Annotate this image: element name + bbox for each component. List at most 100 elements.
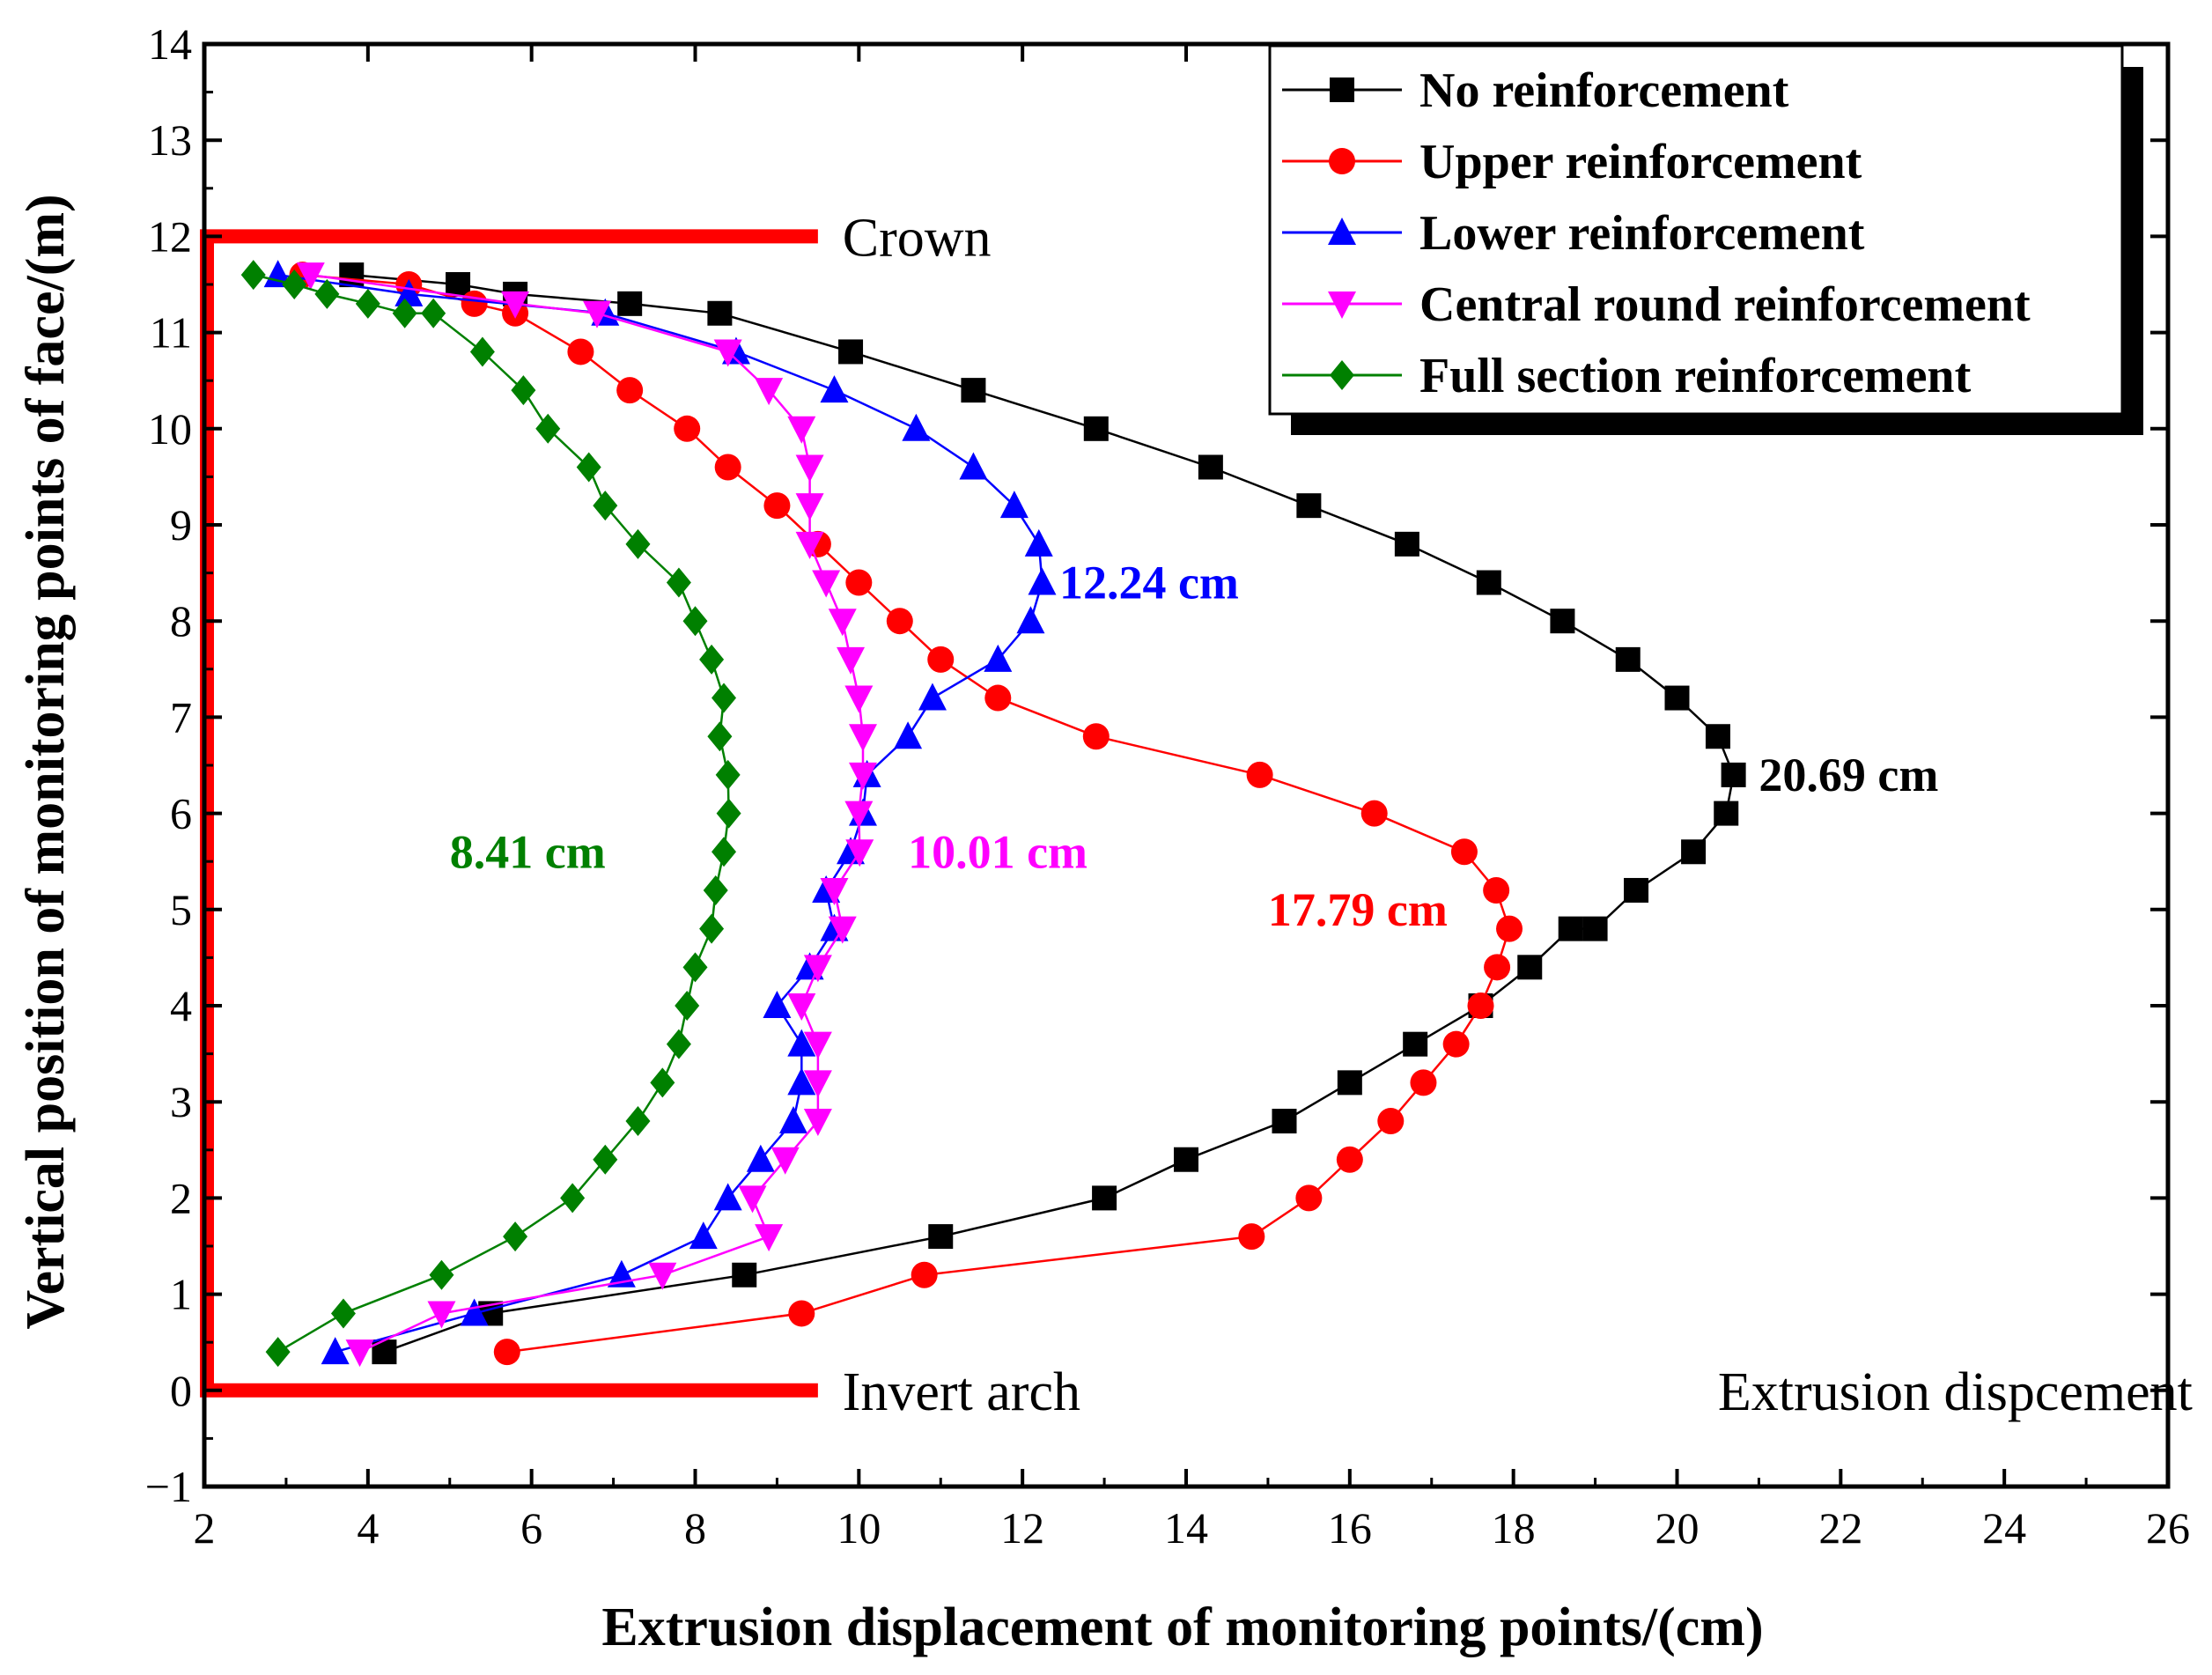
data-point-full-section-reinforcement	[703, 874, 728, 905]
data-point-full-section-reinforcement	[421, 298, 446, 328]
y-tick-label: 14	[148, 19, 192, 69]
data-point-full-section-reinforcement	[666, 567, 691, 598]
data-point-full-section-reinforcement	[712, 683, 737, 713]
data-point-full-section-reinforcement	[535, 413, 561, 444]
data-point-upper-reinforcement	[1450, 838, 1478, 866]
series-upper-reinforcement	[289, 262, 1523, 1366]
y-tick-label: 3	[170, 1077, 192, 1126]
data-point-central-round-reinforcement	[501, 291, 530, 319]
legend-item-lower-reinforcement: Lower reinforcement	[1282, 206, 1865, 261]
data-point-lower-reinforcement	[918, 683, 947, 711]
data-point-no-reinforcement	[732, 1262, 757, 1288]
legend-marker-full-section-reinforcement	[1330, 360, 1354, 390]
y-tick-label: 11	[150, 308, 192, 358]
data-point-no-reinforcement	[1394, 531, 1419, 557]
series-full-section-reinforcement	[240, 260, 741, 1368]
y-tick-label: 6	[170, 789, 192, 838]
data-point-full-section-reinforcement	[675, 991, 700, 1021]
data-point-upper-reinforcement	[911, 1261, 938, 1288]
data-point-full-section-reinforcement	[625, 1106, 651, 1137]
data-point-full-section-reinforcement	[282, 269, 307, 299]
y-tick-label: 5	[170, 885, 192, 934]
data-point-lower-reinforcement	[820, 375, 849, 403]
data-point-full-section-reinforcement	[625, 528, 651, 559]
x-tick-label: 20	[1655, 1503, 1700, 1553]
data-point-central-round-reinforcement	[812, 570, 841, 598]
data-point-central-round-reinforcement	[738, 1185, 767, 1214]
data-point-lower-reinforcement	[394, 278, 424, 306]
data-point-lower-reinforcement	[1028, 567, 1057, 595]
data-point-upper-reinforcement	[1496, 915, 1523, 942]
data-point-upper-reinforcement	[1410, 1069, 1437, 1096]
data-point-lower-reinforcement	[763, 991, 792, 1018]
data-point-no-reinforcement	[1517, 955, 1543, 980]
data-point-central-round-reinforcement	[771, 1147, 800, 1175]
legend-marker-upper-reinforcement	[1329, 148, 1355, 174]
data-point-central-round-reinforcement	[845, 839, 874, 867]
x-tick-label: 22	[1818, 1503, 1862, 1553]
data-point-no-reinforcement	[1476, 570, 1501, 595]
y-tick-label: 12	[148, 211, 192, 261]
data-point-no-reinforcement	[446, 272, 471, 297]
data-point-lower-reinforcement	[1024, 528, 1053, 557]
data-point-central-round-reinforcement	[795, 531, 824, 559]
data-point-full-section-reinforcement	[429, 1259, 454, 1290]
data-point-upper-reinforcement	[763, 492, 791, 520]
data-point-central-round-reinforcement	[713, 339, 742, 367]
data-point-upper-reinforcement	[845, 569, 873, 596]
x-tick-label: 2	[194, 1503, 216, 1553]
data-point-full-section-reinforcement	[699, 644, 725, 675]
x-tick-label: 24	[1982, 1503, 2026, 1553]
data-point-full-section-reinforcement	[593, 491, 618, 521]
data-point-full-section-reinforcement	[314, 278, 340, 309]
data-point-no-reinforcement	[1174, 1147, 1198, 1172]
data-point-full-section-reinforcement	[699, 913, 725, 944]
data-point-no-reinforcement	[1092, 1185, 1117, 1211]
legend-label-full-section-reinforcement: Full section reinforcement	[1419, 349, 1972, 403]
data-point-no-reinforcement	[339, 262, 365, 288]
x-tick-label: 14	[1164, 1503, 1208, 1553]
data-point-central-round-reinforcement	[795, 454, 824, 483]
data-point-no-reinforcement	[1705, 724, 1730, 749]
data-point-full-section-reinforcement	[576, 452, 601, 483]
data-point-upper-reinforcement	[493, 1339, 520, 1366]
data-point-no-reinforcement	[1337, 1070, 1362, 1096]
data-point-central-round-reinforcement	[583, 300, 611, 328]
legend-marker-no-reinforcement	[1330, 77, 1354, 102]
data-point-central-round-reinforcement	[848, 762, 877, 790]
value-annotation: 20.69 cm	[1759, 749, 1938, 801]
data-point-full-section-reinforcement	[392, 298, 417, 328]
data-point-no-reinforcement	[1664, 685, 1690, 711]
data-point-full-section-reinforcement	[650, 1067, 675, 1098]
data-point-upper-reinforcement	[674, 415, 701, 442]
legend-label-central-round-reinforcement: Central round reinforcement	[1419, 277, 2031, 332]
data-point-no-reinforcement	[961, 378, 986, 403]
data-point-upper-reinforcement	[886, 608, 913, 635]
y-tick-label: 0	[170, 1366, 192, 1415]
data-point-no-reinforcement	[1083, 416, 1109, 441]
data-point-upper-reinforcement	[1082, 723, 1110, 750]
data-point-upper-reinforcement	[1360, 800, 1388, 827]
x-tick-label: 12	[1000, 1503, 1044, 1553]
data-point-no-reinforcement	[1296, 493, 1322, 519]
data-point-full-section-reinforcement	[560, 1183, 586, 1214]
data-point-no-reinforcement	[1615, 646, 1641, 672]
y-axis-title: Vertical position of monitoring points o…	[16, 194, 76, 1329]
legend-item-full-section-reinforcement: Full section reinforcement	[1282, 349, 1972, 403]
data-point-central-round-reinforcement	[296, 262, 325, 291]
data-point-central-round-reinforcement	[803, 955, 832, 983]
x-tick-label: 26	[2146, 1503, 2190, 1553]
data-point-full-section-reinforcement	[469, 336, 495, 367]
region-label-extrusion-dispcement: Extrusion dispcement	[1718, 1362, 2193, 1422]
y-tick-label: 13	[148, 115, 192, 165]
data-point-lower-reinforcement	[713, 1183, 742, 1211]
data-point-no-reinforcement	[1681, 839, 1707, 865]
data-point-lower-reinforcement	[689, 1221, 718, 1250]
data-point-full-section-reinforcement	[707, 721, 733, 752]
data-point-no-reinforcement	[1624, 877, 1649, 903]
data-point-full-section-reinforcement	[355, 288, 380, 319]
x-tick-label: 8	[684, 1503, 706, 1553]
data-point-upper-reinforcement	[1336, 1146, 1363, 1173]
data-point-upper-reinforcement	[616, 377, 644, 404]
